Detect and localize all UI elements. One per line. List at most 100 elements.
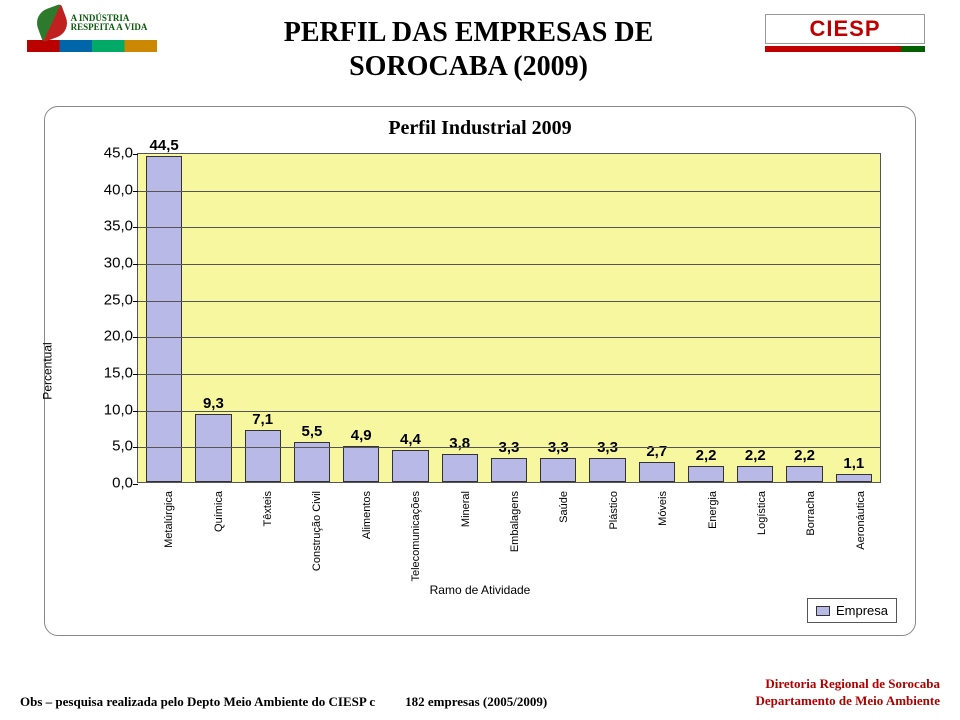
x-tick-label: Saúde [558, 491, 570, 523]
y-tick-mark [133, 374, 138, 375]
x-label-slot: Móveis [639, 485, 675, 595]
right-logo: CIESP [765, 8, 930, 52]
y-tick-mark [133, 191, 138, 192]
header-bar: A INDÚSTRIA RESPEITA A VIDA PERFIL DAS E… [0, 0, 960, 83]
ciesp-underline [765, 46, 925, 52]
bar-value-label: 2,2 [696, 447, 717, 464]
bar-slot: 44,5 [146, 154, 182, 482]
gridline [138, 447, 880, 448]
x-tick-label: Aeronáutica [855, 491, 867, 550]
bar-value-label: 2,2 [745, 447, 766, 464]
x-label-slot: Têxteis [244, 485, 280, 595]
y-tick-mark [133, 264, 138, 265]
bar-rect [786, 466, 822, 482]
y-axis-label: Percentual [41, 342, 55, 399]
bar-slot: 9,3 [195, 154, 231, 482]
bar-rect [589, 458, 625, 482]
bars-container: 44,5 9,3 7,1 5,5 4,9 4,4 3,8 3,3 3,3 3,3 2,7 2,2 2,2… [138, 154, 880, 482]
left-logo: A INDÚSTRIA RESPEITA A VIDA [12, 8, 172, 78]
bar-slot: 7,1 [245, 154, 281, 482]
y-tick-mark [133, 227, 138, 228]
y-tick-mark [133, 154, 138, 155]
chart-panel: Perfil Industrial 2009 Percentual 44,59,… [44, 106, 916, 636]
footer-note-2: 182 empresas (2005/2009) [405, 694, 547, 710]
bar-value-label: 3,8 [449, 435, 470, 452]
bar-slot: 2,2 [737, 154, 773, 482]
x-tick-label: Alimentos [361, 491, 373, 539]
x-tick-label: Energia [707, 491, 719, 529]
x-label-slot: Embalagens [491, 485, 527, 595]
footer-left: Obs – pesquisa realizada pelo Depto Meio… [20, 694, 547, 710]
x-tick-label: Química [213, 491, 225, 532]
bar-rect [540, 458, 576, 482]
x-label-slot: Plástico [590, 485, 626, 595]
x-label-slot: Mineral [441, 485, 477, 595]
x-tick-label: Metalúrgica [163, 491, 175, 548]
bar-rect [491, 458, 527, 482]
y-tick-mark [133, 447, 138, 448]
leaf-icon [32, 4, 70, 42]
x-tick-label: Móveis [657, 491, 669, 526]
bar-slot: 3,8 [442, 154, 478, 482]
gridline [138, 301, 880, 302]
x-tick-label: Têxteis [262, 491, 274, 526]
bar-slot: 3,3 [589, 154, 625, 482]
gridline [138, 374, 880, 375]
bar-rect [392, 450, 428, 482]
chart-legend: Empresa [807, 598, 897, 623]
y-tick-label: 35,0 [99, 218, 133, 235]
footer-right-line1: Diretoria Regional de Sorocaba [756, 676, 941, 693]
ciesp-logo-text: CIESP [765, 14, 925, 44]
y-tick-label: 40,0 [99, 181, 133, 198]
y-tick-label: 15,0 [99, 365, 133, 382]
bar-value-label: 5,5 [301, 423, 322, 440]
bar-slot: 3,3 [491, 154, 527, 482]
bar-slot: 3,3 [540, 154, 576, 482]
logo-left-line2: RESPEITA A VIDA [71, 23, 148, 32]
bar-value-label: 4,4 [400, 431, 421, 448]
bar-value-label: 4,9 [351, 427, 372, 444]
bar-slot: 2,7 [639, 154, 675, 482]
x-label-slot: Construção Civil [293, 485, 329, 595]
footer: Obs – pesquisa realizada pelo Depto Meio… [20, 676, 940, 710]
footer-note-1: Obs – pesquisa realizada pelo Depto Meio… [20, 694, 375, 710]
x-label-slot: Energia [688, 485, 724, 595]
x-label-slot: Aeronáutica [837, 485, 873, 595]
gridline [138, 227, 880, 228]
x-tick-label: Mineral [460, 491, 472, 527]
x-tick-label: Telecomunicações [410, 491, 422, 582]
bar-rect [639, 462, 675, 482]
y-tick-label: 10,0 [99, 401, 133, 418]
x-label-slot: Saúde [540, 485, 576, 595]
bar-value-label: 44,5 [150, 137, 179, 154]
x-tick-label: Borracha [805, 491, 817, 536]
legend-label: Empresa [836, 603, 888, 618]
bar-value-label: 2,7 [646, 443, 667, 460]
gridline [138, 411, 880, 412]
x-label-slot: Borracha [787, 485, 823, 595]
bar-rect [343, 446, 379, 482]
x-tick-label: Logística [756, 491, 768, 535]
bar-slot: 4,9 [343, 154, 379, 482]
footer-right-line2: Departamento de Meio Ambiente [756, 693, 941, 710]
logo-left-strip [27, 40, 157, 52]
y-tick-label: 45,0 [99, 145, 133, 162]
y-tick-mark [133, 337, 138, 338]
title-line2: SOROCABA (2009) [172, 50, 765, 84]
bar-slot: 1,1 [836, 154, 872, 482]
bar-rect [836, 474, 872, 482]
bar-slot: 2,2 [688, 154, 724, 482]
x-label-slot: Telecomunicações [392, 485, 428, 595]
y-tick-label: 5,0 [99, 438, 133, 455]
x-label-slot: Metalúrgica [145, 485, 181, 595]
y-tick-label: 30,0 [99, 255, 133, 272]
plot-area: 44,5 9,3 7,1 5,5 4,9 4,4 3,8 3,3 3,3 3,3 2,7 2,2 2,2… [137, 153, 881, 483]
bar-value-label: 2,2 [794, 447, 815, 464]
y-tick-label: 0,0 [99, 475, 133, 492]
bar-value-label: 7,1 [252, 411, 273, 428]
gridline [138, 191, 880, 192]
title-line1: PERFIL DAS EMPRESAS DE [172, 16, 765, 50]
gridline [138, 264, 880, 265]
footer-right: Diretoria Regional de Sorocaba Departame… [756, 676, 941, 710]
bar-value-label: 1,1 [843, 455, 864, 472]
